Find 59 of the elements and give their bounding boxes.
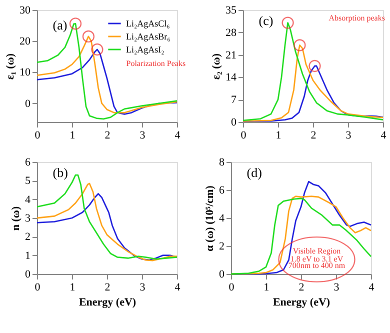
x-tick-label: 1 [264, 282, 270, 294]
y-tick-label: 7 [231, 94, 237, 106]
legend-label: Li₂AgAsBr₆ [126, 32, 170, 42]
y-tick-label: 28 [226, 26, 237, 39]
y-tick-label: 1 [25, 250, 30, 262]
x-tick-label: 4 [380, 130, 387, 142]
annotation: Absorption peaks [328, 13, 385, 22]
x-tick-label: 2 [104, 282, 110, 294]
x-tick-label: 3 [334, 282, 340, 294]
annotation: 1.8 eV to 3.1 eV [290, 254, 344, 264]
x-tick-label: 3 [346, 130, 352, 142]
y-tick-label: 14 [226, 72, 237, 84]
x-tick-label: 2 [298, 282, 304, 294]
y-tick-label: 35 [226, 4, 237, 16]
x-axis-title: Energy (eV) [78, 296, 136, 308]
x-tick-label: 0 [34, 130, 41, 142]
x-tick-label: 1 [70, 130, 76, 142]
y-axis-title: α (ω) (10⁵/cm) [204, 185, 216, 252]
legend-label: Li₂AgAsCl₆ [126, 18, 170, 28]
y-tick-label: 6 [25, 156, 31, 168]
y-tick-label: 8 [219, 156, 225, 168]
annotation: Visible Region [292, 246, 341, 256]
x-tick-label: 1 [70, 282, 76, 294]
annotation: (c) [258, 13, 274, 28]
y-tick-label: 30 [20, 4, 31, 16]
y-axis-title: n (ω) [10, 206, 22, 231]
x-tick-label: 4 [174, 282, 181, 294]
y-tick-label: 10 [20, 66, 31, 79]
x-tick-label: 0 [240, 130, 247, 142]
y-tick-label: 3 [25, 212, 31, 224]
y-axis-title: ε₁ (ω) [4, 53, 16, 80]
x-axis-title: Energy (eV) [272, 296, 330, 308]
annotation: Polarization Peaks [126, 58, 186, 68]
annotation: (a) [52, 18, 68, 33]
y-tick-label: 4 [25, 194, 31, 206]
legend-label: Li₂AgAsI₂ [126, 44, 164, 54]
y-tick-label: 20 [20, 36, 31, 48]
x-tick-label: 4 [368, 282, 375, 294]
annotation: (b) [52, 165, 68, 180]
x-tick-label: 0 [34, 282, 41, 294]
y-tick-label: 2 [219, 240, 224, 252]
y-tick-label: 0 [219, 268, 225, 280]
y-tick-label: 21 [226, 49, 236, 62]
x-tick-label: 2 [104, 130, 110, 142]
y-tick-label: 0 [25, 268, 31, 280]
x-tick-label: 3 [140, 282, 146, 294]
annotation: (d) [246, 165, 262, 180]
y-tick-label: 2 [25, 231, 30, 244]
y-tick-label: 0 [231, 116, 237, 128]
y-tick-label: 5 [25, 175, 31, 188]
y-tick-label: 4 [219, 212, 225, 224]
annotation: 700nm to 400 nm [288, 261, 346, 270]
y-tick-label: 0 [25, 98, 31, 110]
x-tick-label: 4 [174, 130, 181, 142]
x-tick-label: 2 [310, 130, 316, 142]
y-axis-title: ε₂ (ω) [210, 53, 222, 80]
x-tick-label: 1 [276, 130, 282, 142]
y-tick-label: 6 [219, 184, 225, 196]
x-tick-label: 3 [140, 130, 146, 142]
